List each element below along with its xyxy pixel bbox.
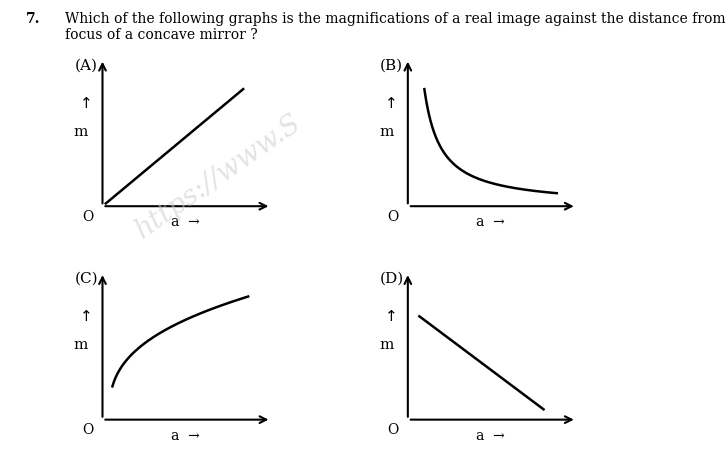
Text: ↑: ↑: [79, 309, 92, 324]
Text: (A): (A): [74, 58, 97, 72]
Text: a  →: a →: [476, 215, 505, 229]
Text: O: O: [82, 210, 93, 224]
Text: m: m: [73, 337, 88, 351]
Text: 7.: 7.: [25, 12, 40, 25]
Text: O: O: [387, 423, 398, 437]
Text: (C): (C): [74, 271, 98, 285]
Text: Which of the following graphs is the magnifications of a real image against the : Which of the following graphs is the mag…: [65, 12, 727, 42]
Text: m: m: [73, 124, 88, 138]
Text: ↑: ↑: [79, 96, 92, 111]
Text: (B): (B): [379, 58, 403, 72]
Text: a  →: a →: [171, 215, 200, 229]
Text: a  →: a →: [476, 428, 505, 442]
Text: ↑: ↑: [385, 309, 398, 324]
Text: ↑: ↑: [385, 96, 398, 111]
Text: a  →: a →: [171, 428, 200, 442]
Text: O: O: [82, 423, 93, 437]
Text: O: O: [387, 210, 398, 224]
Text: m: m: [379, 337, 393, 351]
Text: https://www.S: https://www.S: [130, 109, 306, 243]
Text: (D): (D): [379, 271, 404, 285]
Text: m: m: [379, 124, 393, 138]
